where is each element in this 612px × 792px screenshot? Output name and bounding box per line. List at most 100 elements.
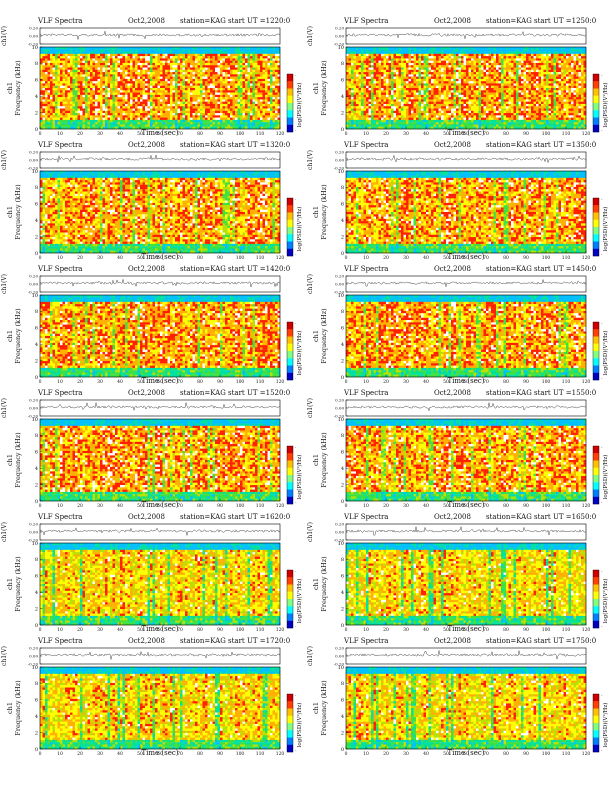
spectrogram-cell xyxy=(222,122,226,125)
spectrogram-cell xyxy=(135,113,138,116)
spectrogram-cell xyxy=(426,56,429,59)
spectrogram-cell xyxy=(155,94,158,98)
spectrogram-cell xyxy=(210,53,213,57)
spectrogram-cell xyxy=(383,88,387,91)
spectrogram-cell xyxy=(358,124,362,127)
spectrogram-cell xyxy=(346,85,349,89)
spectrogram-cell xyxy=(62,74,66,77)
spectrogram-cell xyxy=(433,85,437,89)
spectrogram-cell xyxy=(436,119,439,123)
spectrogram-cell xyxy=(396,58,399,61)
spectrogram-cell xyxy=(431,110,434,114)
spectrogram-cell xyxy=(67,53,71,57)
spectrogram-cell xyxy=(443,106,447,109)
spectrogram-cell xyxy=(65,126,68,130)
spectrogram-cell xyxy=(185,65,188,68)
spectrogram-cell xyxy=(202,115,206,118)
spectrogram-cell xyxy=(217,106,221,109)
spectrogram-cell xyxy=(227,115,231,118)
spectrogram-cell xyxy=(135,58,138,61)
spectrogram-cell xyxy=(441,69,444,73)
spectrogram-cell xyxy=(245,58,248,61)
spectrogram-cell xyxy=(378,85,382,89)
spectrogram-cell xyxy=(42,81,46,84)
spectrogram-cell xyxy=(75,90,78,93)
spectrogram-cell xyxy=(155,67,158,70)
spectrogram-cell xyxy=(262,108,266,111)
spectrogram-cell xyxy=(115,85,118,89)
spectrogram-cell xyxy=(446,56,449,59)
spectrogram-cell xyxy=(265,81,268,84)
spectrogram-cell xyxy=(363,72,367,75)
spectrogram-cell xyxy=(376,72,379,75)
spectrogram-cell xyxy=(125,76,128,80)
spectrogram-cell xyxy=(125,88,128,91)
spectrogram-cell xyxy=(157,78,161,82)
spectrogram-cell xyxy=(160,113,163,116)
spectrogram-cell xyxy=(366,101,369,105)
spectrogram-cell xyxy=(77,74,81,77)
spectrogram-cell xyxy=(346,119,349,123)
spectrogram-cell xyxy=(175,124,178,127)
spectrogram-cell xyxy=(122,124,126,127)
spectrogram-cell xyxy=(411,65,414,68)
spectrogram-cell xyxy=(62,101,66,105)
spectrogram-cell xyxy=(167,99,171,102)
spectrogram-cell xyxy=(202,97,206,100)
spectrogram-cell xyxy=(398,49,402,52)
spectrogram-cell xyxy=(82,115,86,118)
panel-title: VLF Spectra xyxy=(343,17,388,25)
spectrogram-cell xyxy=(110,62,113,66)
spectrogram-cell xyxy=(190,110,193,114)
spectrogram-cell xyxy=(147,69,151,73)
spectrogram-cell xyxy=(45,76,48,80)
spectrogram-cell xyxy=(195,85,198,89)
spectrogram-cell xyxy=(145,126,148,130)
spectrogram-cell xyxy=(446,78,449,82)
spectrogram-cell xyxy=(155,85,158,89)
spectrogram-cell xyxy=(433,83,437,86)
spectrogram-cell xyxy=(235,81,238,84)
spectrogram-cell xyxy=(75,67,78,70)
spectrogram-cell xyxy=(47,56,51,59)
spectrogram-cell xyxy=(55,119,58,123)
spectrogram-cell xyxy=(57,119,61,123)
spectrogram-cell xyxy=(105,115,108,118)
spectrogram-cell xyxy=(130,51,133,54)
spectrogram-cell xyxy=(102,88,106,91)
spectrogram-cell xyxy=(147,72,151,75)
spectrogram-cell xyxy=(195,97,198,100)
spectrogram-cell xyxy=(277,85,281,89)
spectrogram-cell xyxy=(157,72,161,75)
spectrogram-cell xyxy=(401,126,404,130)
spectrogram-cell xyxy=(413,81,417,84)
spectrogram-cell xyxy=(192,47,196,50)
spectrogram-cell xyxy=(220,101,223,105)
spectrogram-cell xyxy=(418,92,422,95)
spectrogram-cell xyxy=(60,115,63,118)
spectrogram-cell xyxy=(247,81,251,84)
spectrogram-cell xyxy=(351,56,354,59)
spectrogram-cell xyxy=(356,81,359,84)
spectrogram-cell xyxy=(396,88,399,91)
spectrogram-cell xyxy=(82,99,86,102)
spectrogram-cell xyxy=(277,49,281,52)
spectrogram-cell xyxy=(182,126,186,130)
spectrogram-cell xyxy=(242,117,246,121)
spectrogram-cell xyxy=(408,126,412,130)
spectrogram-cell xyxy=(87,67,91,70)
spectrogram-cell xyxy=(245,97,248,100)
spectrogram-cell xyxy=(147,94,151,98)
spectrogram-cell xyxy=(255,106,258,109)
spectrogram-cell xyxy=(127,60,131,64)
spectrogram-cell xyxy=(257,51,261,54)
spectrogram-cell xyxy=(192,49,196,52)
spectrogram-cell xyxy=(371,65,374,68)
spectrogram-cell xyxy=(403,65,407,68)
spectrogram-cell xyxy=(376,115,379,118)
spectrogram-cell xyxy=(373,113,377,116)
spectrogram-cell xyxy=(361,85,364,89)
spectrogram-cell xyxy=(175,92,178,95)
spectrogram-cell xyxy=(187,51,191,54)
spectrogram-cell xyxy=(426,47,429,50)
